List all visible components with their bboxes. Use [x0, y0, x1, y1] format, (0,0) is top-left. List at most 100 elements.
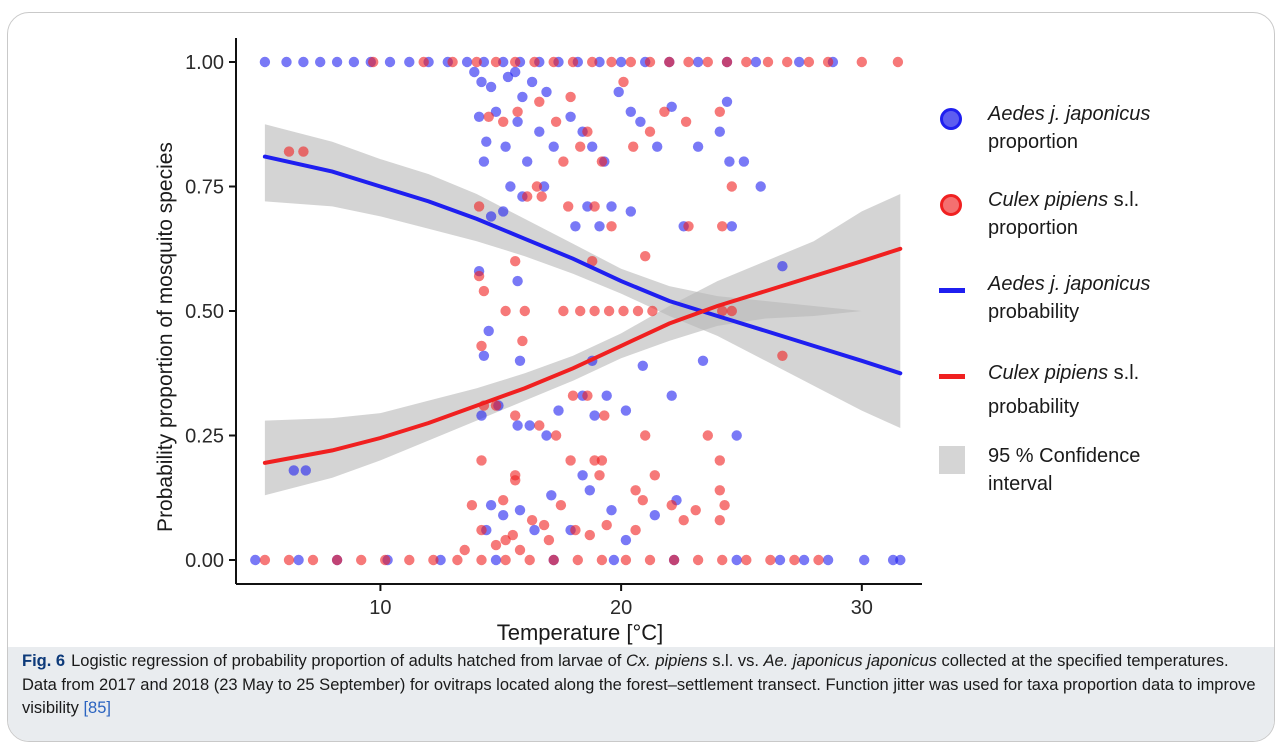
culex-point	[529, 56, 540, 68]
legend-item-culex-probability: Culex pipiens s.l. probability	[930, 356, 1139, 424]
culex-point	[498, 495, 509, 506]
culex-point	[307, 554, 319, 566]
culex-point	[714, 455, 725, 466]
aedes-point	[259, 56, 271, 68]
aedes-point	[517, 91, 528, 103]
culex-point	[630, 524, 641, 536]
aedes-point	[250, 554, 261, 566]
aedes-point	[348, 56, 360, 68]
aedes-point	[625, 106, 636, 118]
culex-point	[476, 340, 487, 352]
culex-point	[726, 305, 737, 317]
culex-point	[741, 554, 752, 566]
x-axis-label: Temperature [°C]	[497, 620, 664, 645]
culex-point	[500, 305, 511, 317]
culex-point	[531, 181, 543, 192]
culex-point	[565, 455, 576, 466]
aedes-point	[822, 554, 834, 566]
culex-point	[620, 554, 632, 566]
culex-point	[714, 515, 725, 526]
legend-key-culex-probability	[930, 356, 974, 400]
culex-point	[510, 470, 521, 481]
aedes-point	[724, 156, 735, 167]
culex-point	[856, 56, 867, 68]
aedes-point	[714, 126, 725, 137]
aedes-point	[281, 56, 292, 68]
aedes-point	[652, 141, 663, 152]
culex-point	[565, 91, 576, 103]
legend-label-culex-proportion-kind: proportion	[988, 217, 1079, 239]
culex-point	[555, 500, 567, 511]
aedes-point	[478, 156, 490, 167]
culex-point	[603, 305, 615, 317]
aedes-point	[498, 510, 509, 521]
culex-point	[473, 201, 485, 212]
culex-point	[558, 305, 569, 317]
culex-point	[644, 56, 656, 68]
aedes-point	[384, 56, 396, 68]
culex-point	[601, 519, 612, 531]
culex-point	[714, 106, 725, 118]
culex-point	[683, 56, 694, 68]
culex-point	[519, 305, 530, 317]
culex-point	[762, 56, 774, 68]
culex-point	[514, 544, 526, 556]
culex-point	[596, 554, 608, 566]
aedes-point	[666, 390, 677, 401]
culex-point	[683, 221, 694, 232]
aedes-point	[777, 261, 788, 272]
culex-point	[478, 285, 490, 297]
culex-point	[418, 56, 429, 68]
culex-point	[668, 554, 680, 566]
figure-label: Fig. 6	[22, 652, 66, 670]
aedes-point	[615, 56, 627, 68]
aedes-point	[541, 86, 552, 98]
aedes-point	[288, 465, 299, 476]
culex-point	[356, 554, 367, 566]
culex-point	[526, 515, 538, 526]
caption-text-2: s.l. vs.	[707, 652, 764, 670]
caption-reference-link[interactable]: [85]	[83, 699, 111, 717]
aedes-point	[510, 66, 521, 78]
culex-point	[659, 106, 670, 118]
legend-label-ci: 95 % Confidence	[988, 445, 1141, 467]
culex-point	[476, 524, 487, 536]
legend-item-aedes-proportion: Aedes j. japonicus proportion	[930, 100, 1150, 156]
culex-point	[789, 554, 800, 566]
legend-label-culex-probability-species: Culex pipiens	[988, 362, 1109, 384]
culex-point	[550, 430, 562, 441]
aedes-point	[895, 554, 906, 566]
red-line-icon	[939, 374, 965, 379]
aedes-point	[565, 111, 576, 123]
y-axis-label: Probability proportion of mosquito speci…	[154, 142, 177, 532]
culex-point	[632, 305, 644, 317]
culex-point	[714, 485, 725, 496]
culex-point	[558, 156, 569, 167]
aedes-point	[637, 360, 648, 371]
legend-label-aedes-proportion-kind: proportion	[988, 131, 1079, 153]
culex-point	[582, 390, 593, 401]
aedes-point	[483, 325, 494, 337]
culex-point	[524, 554, 535, 566]
culex-point	[702, 430, 713, 441]
culex-point	[637, 495, 648, 506]
y-tick-label: 0.00	[185, 550, 224, 572]
legend-item-aedes-probability: Aedes j. japonicus probability	[930, 270, 1150, 326]
aedes-point	[798, 554, 810, 566]
regression-lines	[262, 154, 903, 465]
culex-point	[548, 56, 559, 68]
figure-frame	[7, 12, 1275, 742]
culex-point	[618, 305, 629, 317]
culex-point	[563, 201, 574, 212]
aedes-point	[505, 181, 516, 192]
aedes-point	[404, 56, 415, 68]
aedes-point	[512, 275, 523, 287]
aedes-point	[774, 554, 786, 566]
culex-point	[567, 390, 579, 401]
aedes-point	[613, 86, 624, 98]
legend-label-aedes-proportion-species: Aedes j. japonicus	[988, 103, 1151, 125]
aedes-point	[435, 554, 446, 566]
culex-point	[589, 455, 600, 466]
culex-point	[726, 181, 737, 192]
aedes-point	[570, 221, 581, 232]
